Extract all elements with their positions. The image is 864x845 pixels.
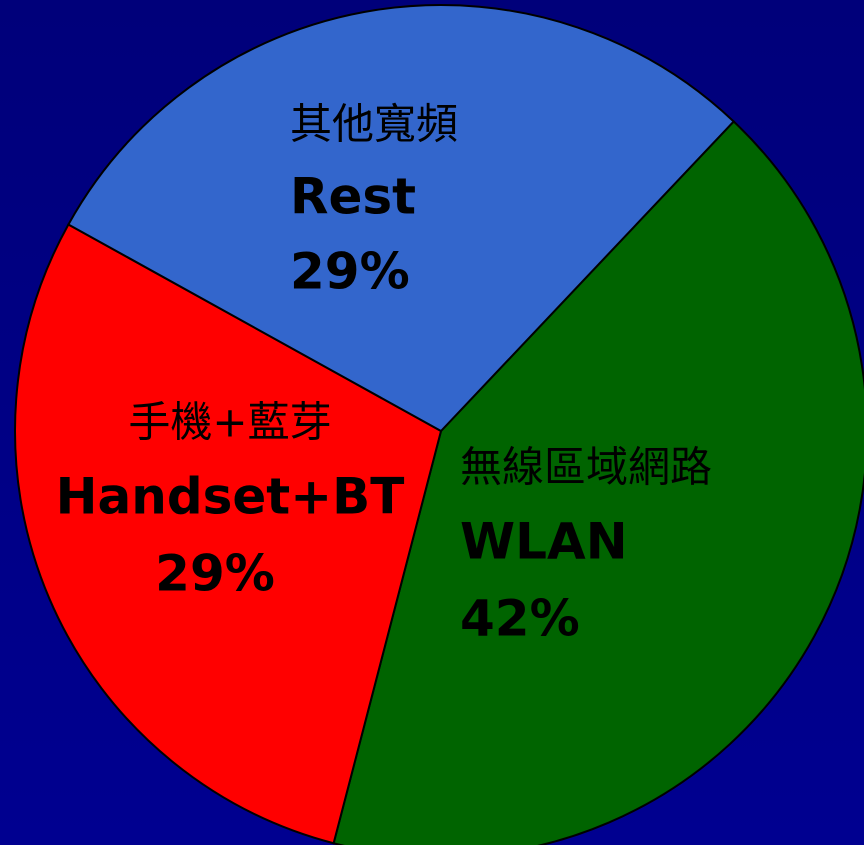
slice-label-zh: 手機+藍芽 xyxy=(128,398,331,447)
pie-slice xyxy=(67,4,736,433)
slice-label-zh: 其他寬頻 xyxy=(290,100,458,149)
pie-slice xyxy=(332,120,864,845)
slice-label-zh: 無線區域網路 xyxy=(460,443,712,492)
slice-label: Rest xyxy=(290,168,416,226)
slice-label: WLAN xyxy=(460,513,628,571)
value-label: 29% xyxy=(290,243,410,301)
pie-slice xyxy=(14,223,443,845)
slice-label: Handset+BT xyxy=(56,468,405,526)
value-label: 29% xyxy=(155,545,275,603)
value-label: 42% xyxy=(460,590,580,648)
